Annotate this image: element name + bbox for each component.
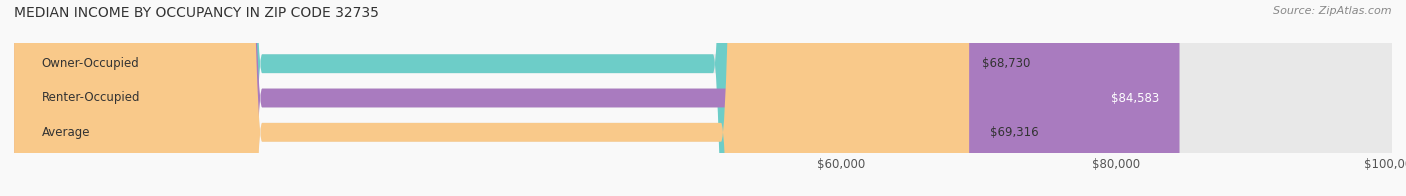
Text: Owner-Occupied: Owner-Occupied	[42, 57, 139, 70]
Text: $68,730: $68,730	[981, 57, 1031, 70]
Text: Renter-Occupied: Renter-Occupied	[42, 92, 141, 104]
Text: MEDIAN INCOME BY OCCUPANCY IN ZIP CODE 32735: MEDIAN INCOME BY OCCUPANCY IN ZIP CODE 3…	[14, 6, 380, 20]
Text: Average: Average	[42, 126, 90, 139]
FancyBboxPatch shape	[14, 0, 969, 196]
FancyBboxPatch shape	[14, 0, 1392, 196]
Text: $84,583: $84,583	[1111, 92, 1159, 104]
Text: $69,316: $69,316	[990, 126, 1039, 139]
FancyBboxPatch shape	[14, 0, 1392, 196]
Text: Source: ZipAtlas.com: Source: ZipAtlas.com	[1274, 6, 1392, 16]
FancyBboxPatch shape	[14, 0, 1180, 196]
FancyBboxPatch shape	[14, 0, 1392, 196]
FancyBboxPatch shape	[14, 0, 962, 196]
